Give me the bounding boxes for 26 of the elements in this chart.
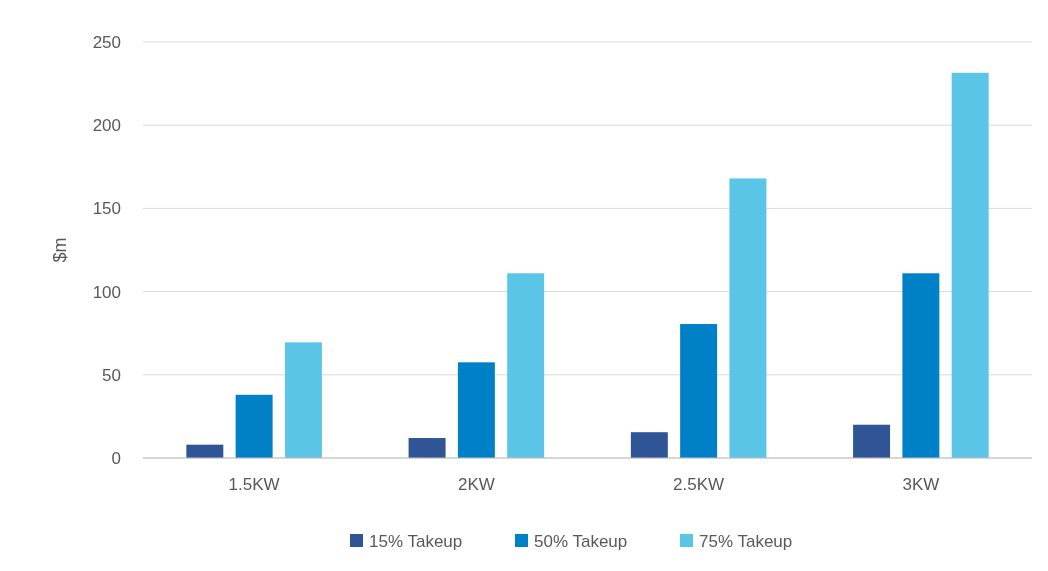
bar: [235, 394, 273, 458]
x-tick-label: 2.5KW: [673, 475, 725, 494]
x-tick-label: 3KW: [902, 475, 940, 494]
legend-label: 75% Takeup: [699, 531, 793, 551]
y-tick-label: 0: [111, 448, 121, 468]
legend-label: 15% Takeup: [369, 531, 463, 551]
y-tick-label: 50: [102, 365, 121, 385]
bar: [284, 342, 322, 458]
bar: [507, 273, 545, 458]
y-tick-label: 250: [92, 32, 121, 52]
bar: [729, 178, 767, 458]
bar: [951, 72, 989, 458]
y-tick-label: 100: [92, 282, 121, 302]
bar: [186, 444, 224, 458]
bar: [408, 438, 446, 458]
bar: [457, 362, 495, 458]
legend-label: 50% Takeup: [534, 531, 628, 551]
x-tick-label: 2KW: [457, 475, 495, 494]
bar: [902, 273, 940, 458]
y-tick-label: 200: [92, 116, 121, 136]
bar: [853, 424, 891, 458]
y-axis-title: $m: [50, 237, 70, 263]
bar: [680, 324, 718, 458]
y-tick-label: 150: [92, 199, 121, 219]
bar: [630, 432, 668, 458]
x-tick-label: 1.5KW: [228, 475, 280, 494]
